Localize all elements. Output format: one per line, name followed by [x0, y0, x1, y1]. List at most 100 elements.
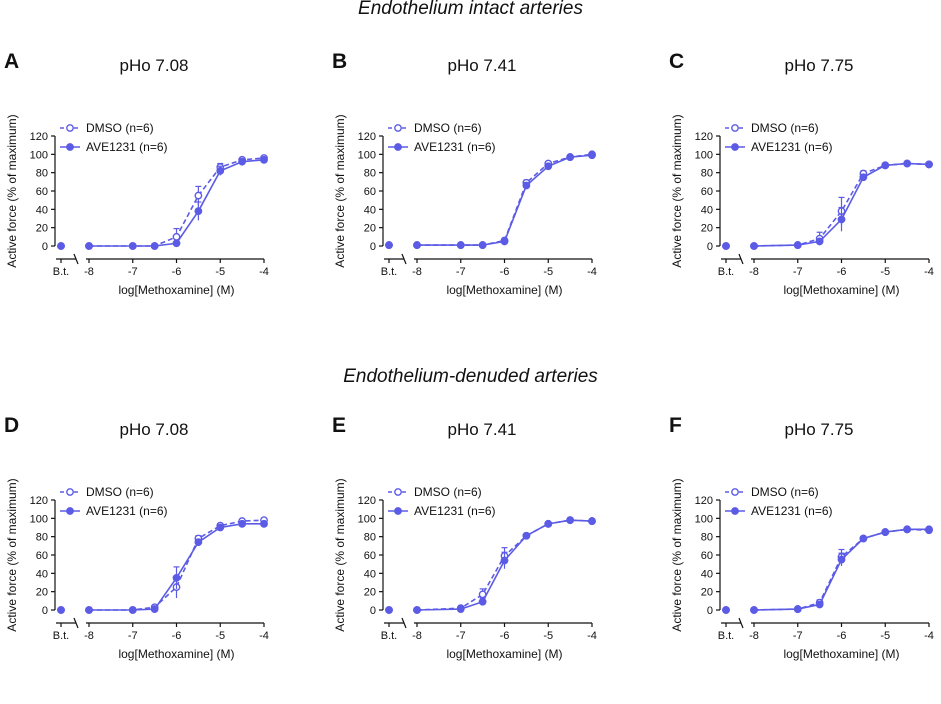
y-tick-label: 120 — [30, 495, 48, 507]
x-tick-label: -5 — [543, 630, 553, 642]
y-tick-label: 40 — [36, 204, 48, 216]
legend-marker — [394, 124, 402, 132]
data-point-ave1231 — [881, 528, 890, 536]
legend-marker — [66, 488, 74, 496]
y-tick-label: 20 — [364, 223, 376, 235]
y-tick-label: 60 — [701, 186, 713, 198]
chart-panel-a: A pHo 7.08 0 20 40 60 80 100 120 Active force (… — [4, 50, 304, 340]
data-point-ave1231 — [881, 161, 890, 170]
panel-title: pHo 7.08 — [119, 56, 189, 75]
data-point-ave1231 — [194, 538, 203, 547]
y-tick-label: 120 — [358, 131, 376, 143]
legend-marker — [731, 124, 739, 132]
data-point-ave1231 — [194, 207, 203, 216]
legend-label: DMSO (n=6) — [414, 121, 482, 135]
y-axis-label: Active force (% of maximum) — [5, 478, 19, 631]
x-tick-label: -7 — [128, 630, 138, 642]
data-point-ave1231 — [750, 606, 758, 614]
x-axis-label: log[Methoxamine] (M) — [118, 647, 234, 661]
data-point-ave1231 — [260, 155, 268, 164]
x-tick-label: -8 — [84, 266, 94, 278]
data-point-ave1231 — [456, 241, 465, 249]
x-tick-label: -4 — [924, 266, 934, 278]
y-tick-label: 120 — [695, 131, 713, 143]
data-point-ave1231 — [522, 531, 531, 540]
section-title-intact: Endothelium intact arteries — [358, 0, 583, 19]
x-axis-label: log[Methoxamine] (M) — [783, 283, 899, 297]
y-tick-label: 40 — [364, 568, 376, 580]
data-point-ave1231 — [150, 605, 159, 613]
y-tick-label: 40 — [36, 568, 48, 580]
y-tick-label: 60 — [36, 550, 48, 562]
x-tick-label: -5 — [215, 266, 225, 278]
data-point-ave1231 — [815, 237, 824, 246]
y-tick-label: 40 — [701, 568, 713, 580]
x-tick-label-baseline: B.t. — [718, 630, 735, 642]
x-tick-label: -7 — [128, 266, 138, 278]
data-point-ave1231 — [588, 517, 596, 525]
y-tick-label: 20 — [701, 223, 713, 235]
data-point-ave1231 — [478, 241, 487, 249]
panel-letter: B — [332, 50, 348, 73]
baseline-point-ave1231 — [385, 606, 393, 614]
data-point-ave1231 — [925, 160, 933, 169]
axis-break-mark — [401, 253, 407, 265]
legend-marker — [66, 124, 74, 132]
x-tick-label: -6 — [500, 266, 510, 278]
data-point-ave1231 — [85, 242, 93, 250]
axis-break-mark — [738, 253, 744, 265]
chart-svg: 0 20 40 60 80 100 120 Active force (% of maximu… — [670, 114, 934, 297]
chart-svg: 0 20 40 60 80 100 120 Active force (% of maximu… — [333, 478, 597, 661]
chart-panel-b: B pHo 7.41 0 20 40 60 80 100 120 Active force (… — [332, 50, 632, 340]
y-tick-label: 0 — [707, 605, 713, 617]
data-point-ave1231 — [544, 162, 553, 171]
x-tick-label: -8 — [412, 630, 422, 642]
data-point-ave1231 — [172, 574, 181, 582]
data-point-ave1231 — [566, 516, 575, 525]
data-point-ave1231 — [588, 151, 596, 160]
data-point-ave1231 — [750, 242, 758, 250]
data-point-ave1231 — [793, 605, 802, 613]
data-point-ave1231 — [815, 600, 824, 609]
x-tick-label: -5 — [880, 630, 890, 642]
data-point-ave1231 — [128, 606, 137, 614]
baseline-point-ave1231 — [57, 606, 65, 614]
legend-label: AVE1231 (n=6) — [414, 504, 496, 518]
legend-marker — [731, 488, 739, 496]
baseline-point-ave1231 — [57, 242, 65, 250]
legend-label: DMSO (n=6) — [86, 121, 154, 135]
x-tick-label: -5 — [215, 630, 225, 642]
legend-label: AVE1231 (n=6) — [86, 140, 168, 154]
chart-panel-d: D pHo 7.08 0 20 40 60 80 100 120 Active force (… — [4, 414, 304, 704]
y-axis-label: Active force (% of maximum) — [670, 114, 684, 267]
data-point-ave1231 — [925, 525, 933, 534]
x-axis-label: log[Methoxamine] (M) — [783, 647, 899, 661]
legend-label: DMSO (n=6) — [751, 121, 819, 135]
legend-label: DMSO (n=6) — [86, 485, 154, 499]
y-tick-label: 60 — [364, 550, 376, 562]
data-point-ave1231 — [859, 173, 868, 182]
x-tick-label-baseline: B.t. — [718, 266, 735, 278]
x-axis-label: log[Methoxamine] (M) — [446, 647, 562, 661]
data-point-ave1231 — [903, 159, 912, 168]
panel-title: pHo 7.08 — [119, 420, 189, 439]
x-tick-label-baseline: B.t. — [53, 266, 70, 278]
legend-label: AVE1231 (n=6) — [751, 504, 833, 518]
series-line-dmso — [753, 528, 930, 611]
data-point-ave1231 — [238, 519, 247, 528]
data-point-ave1231 — [793, 241, 802, 249]
data-point-ave1231 — [216, 166, 225, 175]
section-title-denuded: Endothelium-denuded arteries — [343, 366, 598, 387]
y-tick-label: 0 — [370, 241, 376, 253]
y-tick-label: 100 — [30, 149, 48, 161]
y-tick-label: 20 — [701, 587, 713, 599]
y-tick-label: 20 — [36, 223, 48, 235]
x-tick-label-baseline: B.t. — [53, 630, 70, 642]
chart-panel-c: C pHo 7.75 0 20 40 60 80 100 120 Active force (… — [669, 50, 941, 340]
panel-letter: F — [669, 414, 682, 437]
legend-marker — [731, 143, 739, 151]
data-point-ave1231 — [260, 519, 268, 528]
y-tick-label: 80 — [364, 168, 376, 180]
legend-label: DMSO (n=6) — [751, 485, 819, 499]
y-tick-label: 120 — [695, 495, 713, 507]
